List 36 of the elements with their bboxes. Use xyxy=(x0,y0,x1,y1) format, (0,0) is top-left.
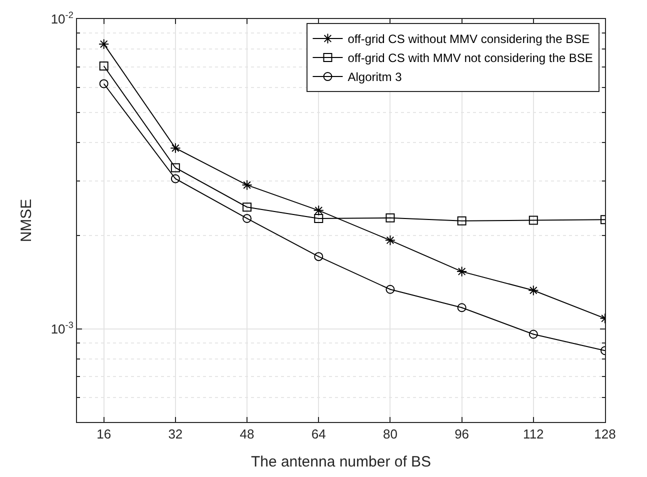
x-tick-label: 16 xyxy=(96,426,112,442)
legend-label: off-grid CS without MMV considering the BSE xyxy=(348,32,590,46)
point xyxy=(314,252,324,262)
x-tick-label: 64 xyxy=(311,426,326,442)
point xyxy=(98,38,110,50)
x-tick-label: 48 xyxy=(240,426,254,442)
x-tick-label: 128 xyxy=(594,426,616,442)
legend-label: Algoritm 3 xyxy=(348,70,402,84)
point xyxy=(99,62,108,71)
y-axis-title: NMSE xyxy=(18,198,36,242)
point xyxy=(457,216,466,226)
x-tick-label: 80 xyxy=(382,426,398,442)
point xyxy=(386,213,395,222)
legend-label: off-grid CS with MMV not considering the BSE xyxy=(348,51,593,66)
point xyxy=(457,303,466,312)
point xyxy=(242,180,252,190)
x-tick-label: 96 xyxy=(454,426,470,442)
y-tick-label: 10$^{-3}$ xyxy=(50,320,74,336)
point xyxy=(242,214,252,223)
x-axis-title: The antenna number of BS xyxy=(250,454,432,471)
point xyxy=(242,202,252,212)
point xyxy=(528,285,539,296)
x-tick-label: 32 xyxy=(168,426,183,442)
point xyxy=(386,284,395,294)
point xyxy=(170,163,180,172)
y-tick-label: 10$^{-2}$ xyxy=(50,10,74,27)
point xyxy=(170,142,181,154)
point xyxy=(99,79,108,88)
point xyxy=(528,216,538,225)
point xyxy=(313,205,324,216)
point xyxy=(456,266,468,277)
point xyxy=(314,214,324,223)
point xyxy=(170,174,180,184)
x-tick-label: 112 xyxy=(523,426,544,442)
point xyxy=(384,235,396,246)
point xyxy=(528,330,538,339)
